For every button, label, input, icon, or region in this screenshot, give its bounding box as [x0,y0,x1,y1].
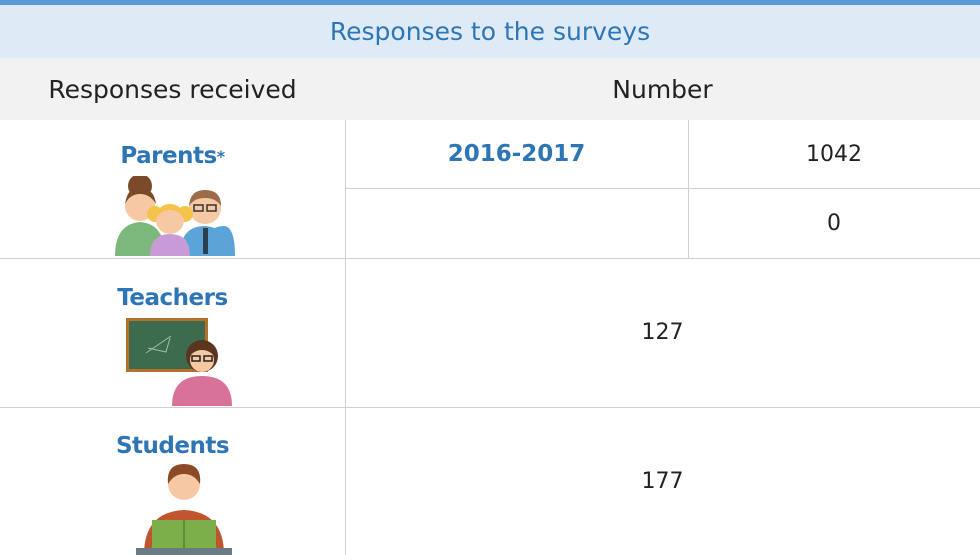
count: 0 [827,210,841,236]
count: 177 [641,468,684,494]
group-name: Parents [120,143,217,169]
header-cell: Number [345,58,980,120]
column-divider [345,120,346,555]
count: 1042 [806,141,862,167]
parents-icon [115,176,235,256]
column-divider [688,120,689,258]
group-label: Parents * [0,138,345,174]
year-label: 2016-2017 [447,141,586,167]
table-title: Responses to the surveys [0,5,980,58]
header-cell: Responses received [0,58,345,120]
row-divider [0,258,980,259]
group-label: Teachers [117,285,228,311]
top-rule [0,0,980,5]
students-icon [136,464,232,555]
row-divider [0,407,980,408]
footnote-marker: * [216,146,225,166]
group-label: Students [115,433,230,459]
teachers-icon [126,318,232,406]
row-divider [345,188,980,189]
count: 127 [641,320,684,345]
